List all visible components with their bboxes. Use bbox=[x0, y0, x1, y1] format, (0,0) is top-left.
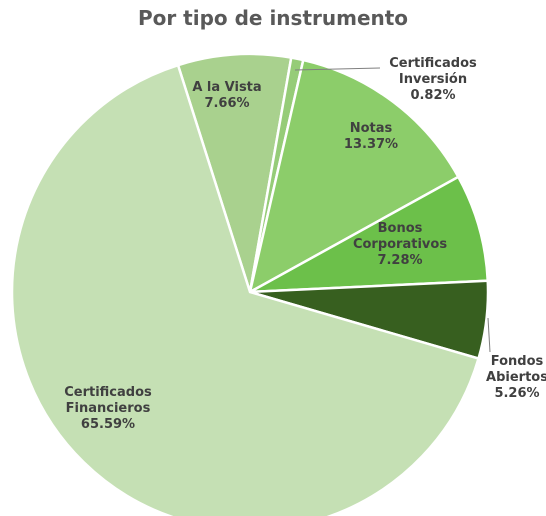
slice-label: Fondos Abiertos 5.26% bbox=[457, 354, 546, 402]
value-label: 7.66% bbox=[204, 96, 250, 111]
pie-slice bbox=[10, 63, 481, 516]
slice-label: Certificados Inversión 0.82% bbox=[373, 56, 493, 104]
pie-slice bbox=[248, 58, 461, 295]
pie-slice bbox=[249, 175, 490, 294]
leader-line bbox=[294, 67, 381, 71]
slice-label: Certificados Financieros 65.59% bbox=[48, 385, 168, 433]
value-label: 13.37% bbox=[343, 137, 399, 152]
category-label: Notas bbox=[349, 121, 393, 136]
slice-label: A la Vista 7.66% bbox=[167, 80, 287, 112]
category-label: Fondos Abiertos bbox=[486, 354, 546, 385]
category-label: Bonos Corporativos bbox=[352, 221, 448, 252]
value-label: 65.59% bbox=[80, 417, 136, 432]
value-label: 0.82% bbox=[410, 88, 456, 103]
pie-slice bbox=[176, 52, 293, 293]
category-label: Certificados Financieros bbox=[64, 385, 152, 416]
value-label: 5.26% bbox=[494, 386, 540, 401]
leader-line bbox=[487, 317, 491, 353]
value-label: 7.28% bbox=[377, 253, 423, 268]
category-label: A la Vista bbox=[192, 80, 262, 95]
chart-title: Por tipo de instrumento bbox=[137, 6, 409, 30]
slice-label: Notas 13.37% bbox=[311, 121, 431, 153]
category-label: Certificados Inversión bbox=[389, 56, 477, 87]
slice-label: Bonos Corporativos 7.28% bbox=[340, 221, 460, 269]
